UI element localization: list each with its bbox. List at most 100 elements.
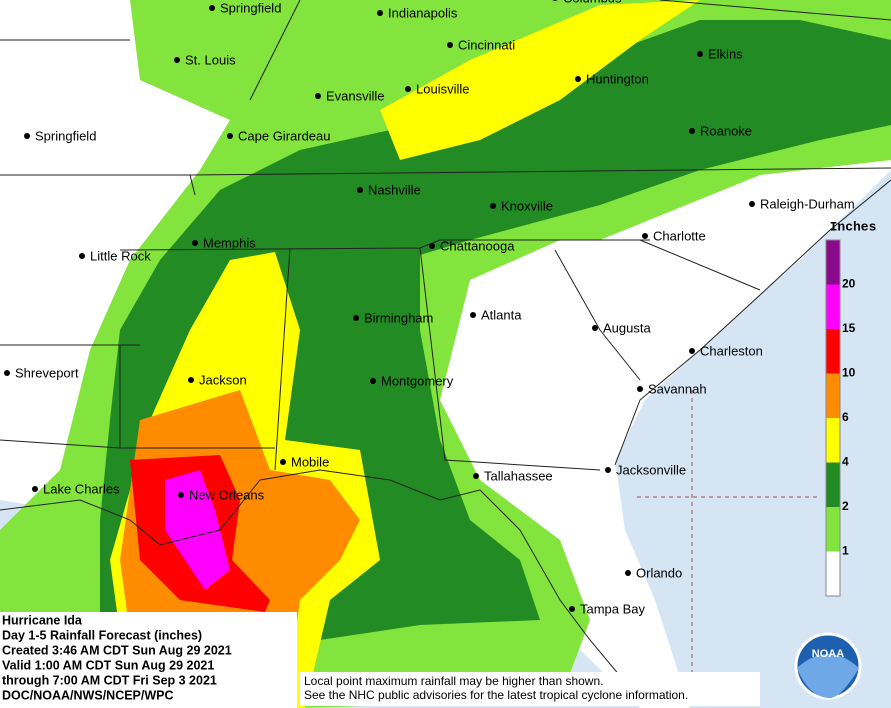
city-label: Elkins	[708, 46, 743, 61]
city-dot	[280, 459, 286, 465]
rain-swath	[380, 0, 700, 160]
city-label: Springfield	[220, 0, 281, 15]
footnote-line: See the NHC public advisories for the la…	[304, 688, 688, 702]
city-dot	[4, 370, 10, 376]
city-dot	[357, 187, 363, 193]
city-label: Charleston	[700, 343, 763, 358]
city-dot	[315, 93, 321, 99]
rain-swath	[165, 470, 230, 590]
city-label: Memphis	[203, 235, 256, 250]
city-dot	[605, 467, 611, 473]
city-dot	[429, 243, 435, 249]
city-label: Charlotte	[653, 228, 706, 243]
city-dot	[592, 325, 598, 331]
city-dot	[174, 57, 180, 63]
city-label: Evansville	[326, 88, 385, 103]
info-line: through 7:00 AM CDT Fri Sep 3 2021	[2, 673, 217, 687]
legend-title: Inches	[830, 219, 877, 234]
city-labels: Springfield Indianapolis Columbus Cincinnat…	[4, 0, 855, 616]
city-label: Cape Girardeau	[238, 128, 331, 143]
logo-wave	[797, 654, 859, 699]
legend-label: 15	[842, 321, 856, 335]
city-dot	[552, 0, 558, 1]
city-dot	[377, 10, 383, 16]
city-dot	[473, 473, 479, 479]
city-label: Tampa Bay	[580, 601, 646, 616]
city-label: Montgomery	[381, 373, 454, 388]
city-label: Lake Charles	[43, 481, 120, 496]
legend-label: 4	[842, 455, 849, 469]
city-label: Indianapolis	[388, 5, 458, 20]
city-label: Little Rock	[90, 248, 151, 263]
city-dot	[79, 253, 85, 259]
city-label: Mobile	[291, 454, 329, 469]
city-dot	[697, 51, 703, 57]
city-dot	[689, 128, 695, 134]
city-dot	[447, 42, 453, 48]
legend-frame	[825, 239, 841, 597]
city-label: Nashville	[368, 182, 421, 197]
city-label: Savannah	[648, 381, 707, 396]
city-label: Jackson	[199, 372, 247, 387]
legend-swatch	[826, 284, 840, 329]
city-dot	[178, 492, 184, 498]
atlantic	[615, 170, 891, 708]
city-label: Birmingham	[364, 310, 433, 325]
city-label: Raleigh-Durham	[760, 196, 855, 211]
city-label: Knoxville	[501, 198, 553, 213]
city-dot	[490, 203, 496, 209]
city-dot	[642, 233, 648, 239]
city-dot	[637, 386, 643, 392]
city-label: Chattanooga	[440, 238, 515, 253]
info-line: Valid 1:00 AM CDT Sun Aug 29 2021	[2, 658, 214, 672]
city-dot	[353, 315, 359, 321]
city-label: Louisville	[416, 81, 469, 96]
city-dot	[575, 76, 581, 82]
city-label: Shreveport	[15, 365, 79, 380]
footnote: Local point maximum rainfall may be high…	[304, 674, 688, 702]
city-dot	[188, 377, 194, 383]
info-line: Hurricane Ida	[2, 613, 83, 627]
legend-swatch	[826, 551, 840, 596]
city-label: Tallahassee	[484, 468, 553, 483]
city-label: Columbus	[563, 0, 622, 5]
legend-swatch	[826, 462, 840, 507]
legend-label: 1	[842, 544, 849, 558]
legend-swatch	[826, 329, 840, 374]
footnote-box	[300, 672, 760, 706]
footnote-line: Local point maximum rainfall may be high…	[304, 674, 603, 688]
city-dot	[625, 570, 631, 576]
city-dot	[227, 133, 233, 139]
legend-swatch	[826, 373, 840, 418]
legend-swatch	[826, 418, 840, 463]
city-label: Atlanta	[481, 307, 522, 322]
city-dot	[209, 5, 215, 11]
coastline	[0, 179, 891, 701]
city-dot	[32, 486, 38, 492]
city-label: Huntington	[586, 71, 649, 86]
city-label: New Orleans	[189, 487, 265, 502]
info-line: DOC/NOAA/NWS/NCEP/WPC	[2, 688, 174, 702]
city-dot	[192, 240, 198, 246]
city-dot	[470, 312, 476, 318]
legend-label: 2	[842, 499, 849, 513]
info-box	[0, 612, 297, 708]
city-dot	[749, 201, 755, 207]
legend-swatch	[826, 240, 840, 285]
logo-text: NOAA	[812, 648, 844, 660]
city-dot	[24, 133, 30, 139]
city-dot	[689, 348, 695, 354]
city-label: St. Louis	[185, 52, 236, 67]
city-dot	[569, 606, 575, 612]
city-label: Springfield	[35, 128, 96, 143]
city-label: Cincinnati	[458, 37, 515, 52]
city-label: Jacksonville	[616, 462, 686, 477]
city-label: Augusta	[603, 320, 651, 335]
city-label: Orlando	[636, 565, 682, 580]
info-line: Day 1-5 Rainfall Forecast (inches)	[2, 628, 202, 642]
city-label: Roanoke	[700, 123, 752, 138]
legend-label: 6	[842, 410, 849, 424]
